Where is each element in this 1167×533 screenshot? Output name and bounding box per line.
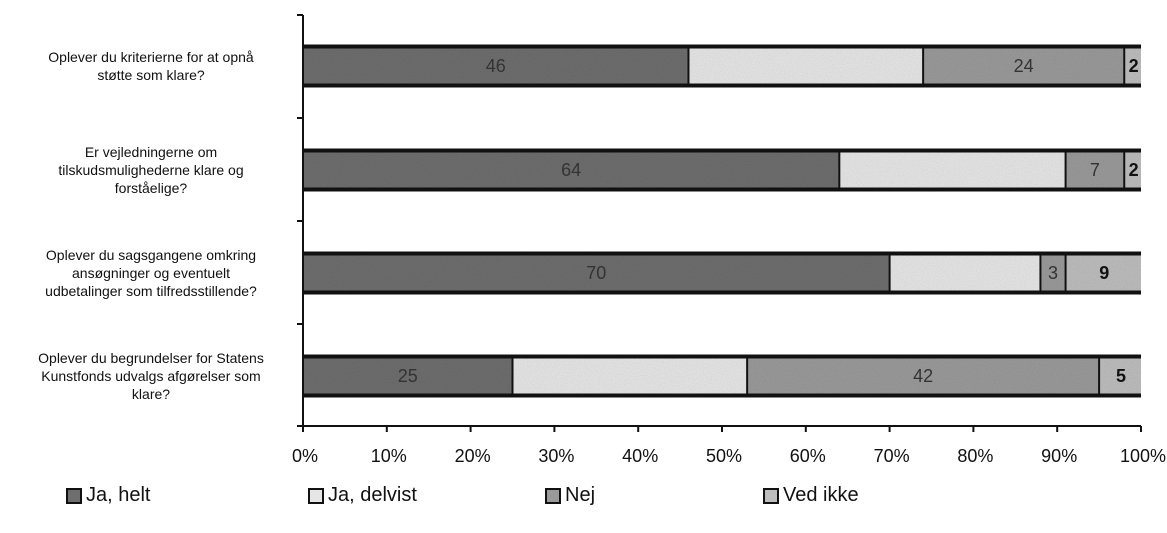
bar-segment-nej — [747, 358, 1100, 394]
legend-item-ved-ikke: Ved ikke — [763, 484, 859, 507]
legend-swatch-ved-ikke — [763, 487, 779, 504]
bar-segment-ja-delvist — [889, 255, 1041, 291]
x-tick-label: 60% — [790, 446, 826, 466]
category-label-line: klare? — [131, 386, 171, 402]
category-label: Er vejledningerne om tilskudsmulighederne… — [10, 143, 292, 197]
data-label: 5 — [1116, 366, 1126, 386]
x-tick-label: 40% — [622, 446, 658, 466]
bar-segment-ja-delvist — [512, 358, 748, 394]
legend-swatch-nej — [545, 487, 561, 504]
bar-segment-ved-ikke — [1099, 358, 1141, 394]
bar-segment-ja-helt — [303, 152, 840, 188]
x-tick-label: 90% — [1041, 446, 1077, 466]
legend-swatch-ja-helt — [66, 487, 82, 504]
x-tick-label: 0% — [292, 446, 318, 466]
category-label: Oplever du kriterierne for at opnå støtte… — [10, 48, 292, 84]
category-label-line: støtte som klare? — [97, 67, 205, 83]
category-label-line: udbetalinger som tilfredsstillende? — [45, 283, 257, 299]
category-label-line: Kunstfonds udvalgs afgørelser som — [41, 368, 261, 384]
category-label-line: forståelige? — [114, 180, 188, 196]
data-label: 9 — [1099, 263, 1109, 283]
x-tick-labels-group: 0% 10% 20% 30% 40% 50% 60% 70% 80% 90% 100% — [292, 446, 1166, 466]
legend: Ja, helt Ja, delvist Nej Ved ikke — [0, 484, 1167, 524]
legend-item-nej: Nej — [545, 484, 595, 507]
axes-group — [297, 14, 1142, 432]
legend-label: Ved ikke — [783, 484, 859, 506]
data-label: 3 — [1048, 263, 1058, 283]
data-label: 70 — [586, 263, 606, 283]
legend-label: Ja, delvist — [328, 484, 417, 506]
data-label: 24 — [1014, 56, 1034, 76]
x-tick-label: 50% — [706, 446, 742, 466]
category-label-line: Oplever du sagsgangene omkring — [45, 247, 257, 263]
legend-item-ja-delvist: Ja, delvist — [308, 484, 417, 507]
data-label: 42 — [913, 366, 933, 386]
category-label-line: Er vejledningerne om — [84, 144, 218, 160]
data-label: 2 — [1129, 56, 1139, 76]
data-label: 7 — [1090, 160, 1100, 180]
category-label-line: ansøgninger og eventuelt — [72, 265, 230, 281]
bar-segment-nej — [923, 48, 1125, 84]
bar-segment-ved-ikke — [1124, 48, 1141, 84]
legend-item-ja-helt: Ja, helt — [66, 484, 150, 507]
bar-segment-ja-helt — [303, 48, 689, 84]
data-label: 2 — [1129, 160, 1139, 180]
category-label-line: tilskudsmulighederne klare og — [58, 162, 244, 178]
category-label: Oplever du begrundelser for Statens Kunst… — [10, 349, 292, 403]
legend-label: Ja, helt — [86, 484, 151, 506]
bar-segment-ja-delvist — [839, 152, 1066, 188]
data-label: 64 — [561, 160, 581, 180]
x-tick-label: 20% — [455, 446, 491, 466]
category-label-line: Oplever du kriterierne for at opnå — [48, 49, 254, 65]
x-tick-label: 80% — [957, 446, 993, 466]
x-tick-label: 30% — [538, 446, 574, 466]
data-label: 25 — [398, 366, 418, 386]
bar-segment-nej — [1065, 152, 1125, 188]
bar-segment-ja-helt — [303, 358, 513, 394]
bar-segment-ja-delvist — [688, 48, 924, 84]
x-tick-label: 100% — [1120, 446, 1166, 466]
bar-segment-ved-ikke — [1124, 152, 1141, 188]
x-tick-label: 70% — [874, 446, 910, 466]
legend-swatch-ja-delvist — [308, 487, 324, 504]
bar-segment-ja-helt — [303, 255, 890, 291]
bars-group — [303, 44, 1141, 398]
category-label: Oplever du sagsgangene omkring ansøgninge… — [10, 246, 292, 300]
legend-label: Nej — [565, 484, 596, 506]
bar-labels-group: 46 24 2 64 7 2 70 3 9 25 42 5 — [398, 56, 1139, 386]
category-label-line: Oplever du begrundelser for Statens — [38, 350, 264, 366]
x-tick-label: 10% — [371, 446, 407, 466]
data-label: 46 — [486, 56, 506, 76]
bar-segment-ved-ikke — [1065, 255, 1141, 291]
bar-segment-nej — [1040, 255, 1066, 291]
